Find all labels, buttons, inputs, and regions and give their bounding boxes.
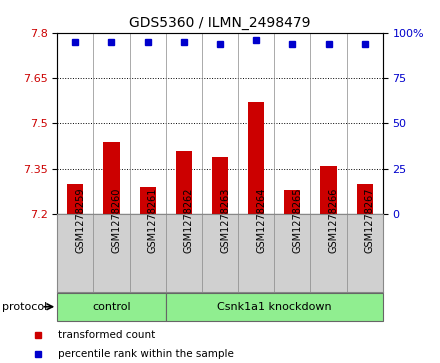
Title: GDS5360 / ILMN_2498479: GDS5360 / ILMN_2498479 xyxy=(129,16,311,30)
Bar xyxy=(284,190,301,214)
Bar xyxy=(139,187,156,214)
Text: GSM1278266: GSM1278266 xyxy=(329,188,338,253)
Text: GSM1278260: GSM1278260 xyxy=(111,188,121,253)
Bar xyxy=(57,293,166,321)
Bar xyxy=(176,151,192,214)
Text: GSM1278264: GSM1278264 xyxy=(256,188,266,253)
Bar xyxy=(356,184,373,214)
Bar xyxy=(320,166,337,214)
Text: GSM1278265: GSM1278265 xyxy=(292,188,302,253)
Text: GSM1278261: GSM1278261 xyxy=(148,188,158,253)
Bar xyxy=(103,142,120,214)
Text: transformed count: transformed count xyxy=(59,330,156,340)
Bar xyxy=(212,157,228,214)
Text: control: control xyxy=(92,302,131,312)
Bar xyxy=(248,102,264,214)
Text: GSM1278262: GSM1278262 xyxy=(184,188,194,253)
Bar xyxy=(166,293,383,321)
Text: percentile rank within the sample: percentile rank within the sample xyxy=(59,348,235,359)
Text: protocol: protocol xyxy=(2,302,48,312)
Text: GSM1278259: GSM1278259 xyxy=(75,188,85,253)
Bar xyxy=(67,184,84,214)
Text: Csnk1a1 knockdown: Csnk1a1 knockdown xyxy=(217,302,332,312)
Text: GSM1278267: GSM1278267 xyxy=(365,188,375,253)
Text: GSM1278263: GSM1278263 xyxy=(220,188,230,253)
